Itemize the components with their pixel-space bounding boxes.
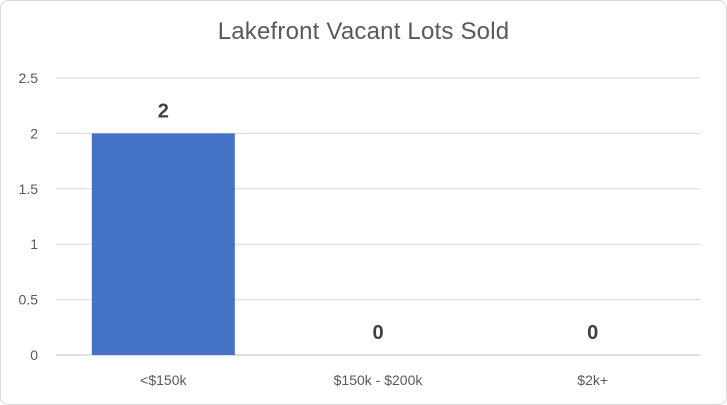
data-label: 2 [158, 100, 169, 122]
y-tick-label: 1 [30, 236, 38, 252]
x-axis-categories: <$150k $150k - $200k $2k+ [140, 372, 608, 388]
bar [91, 133, 235, 355]
y-tick-label: 0 [30, 347, 38, 363]
bars [91, 133, 235, 355]
category-label: <$150k [140, 372, 187, 388]
y-tick-label: 0.5 [19, 292, 39, 308]
data-label: 0 [587, 322, 598, 344]
data-labels: 2 0 0 [158, 100, 598, 344]
chart-title: Lakefront Vacant Lots Sold [217, 18, 510, 45]
data-label: 0 [372, 322, 383, 344]
y-tick-label: 1.5 [19, 181, 39, 197]
category-label: $2k+ [577, 372, 608, 388]
y-axis-ticks: 0 0.5 1 1.5 2 2.5 [19, 70, 39, 363]
y-tick-label: 2.5 [19, 70, 39, 86]
category-label: $150k - $200k [334, 372, 424, 388]
y-tick-label: 2 [30, 125, 38, 141]
